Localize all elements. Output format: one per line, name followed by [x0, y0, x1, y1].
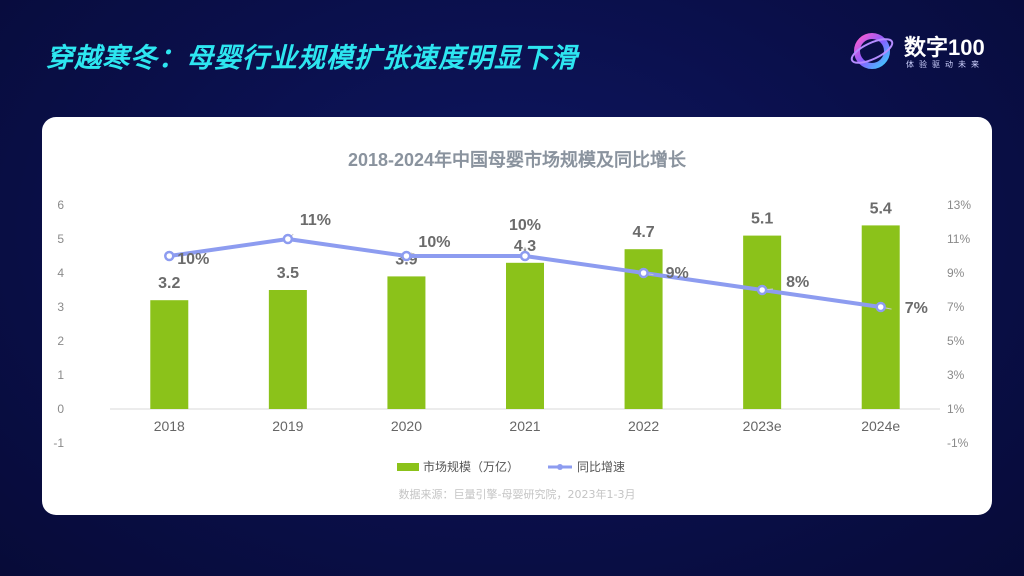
line-data-label: 10%	[509, 217, 541, 234]
growth-rate-point	[875, 301, 886, 313]
legend-item-line[interactable]: 同比增速	[547, 458, 625, 475]
growth-rate-point	[282, 233, 294, 245]
y-right-tick-label: 9%	[947, 266, 965, 280]
x-tick-label: 2023e	[743, 418, 782, 434]
bar-data-label: 5.1	[751, 211, 773, 228]
growth-rate-point	[401, 250, 412, 262]
bar-market-size	[150, 300, 189, 409]
bar-data-label: 3.2	[158, 275, 180, 292]
chart-legend: 市场规模（万亿） 同比增速	[397, 458, 625, 475]
y-left-tick-label: 2	[57, 334, 64, 348]
chart-title: 2018-2024年中国母婴市场规模及同比增长	[347, 150, 687, 170]
y-left-tick-label: 6	[57, 198, 64, 212]
slide-title: 穿越寒冬：母婴行业规模扩张速度明显下滑	[46, 43, 578, 74]
line-data-label: 10%	[418, 234, 450, 251]
x-tick-label: 2018	[154, 418, 185, 434]
bar-market-size	[268, 290, 307, 409]
x-tick-label: 2022	[628, 418, 659, 434]
bar-market-size	[387, 276, 426, 409]
line-data-label: 11%	[300, 212, 331, 229]
line-data-label: 9%	[666, 265, 689, 282]
legend-line-swatch	[548, 463, 573, 470]
y-right-tick-label: -1%	[947, 436, 969, 450]
legend-bar-swatch	[397, 462, 419, 471]
legend-bar-label: 市场规模（万亿）	[423, 460, 520, 474]
y-right-tick-label: 3%	[947, 368, 965, 382]
x-tick-label: 2020	[391, 418, 422, 434]
growth-rate-point	[164, 250, 175, 262]
bar-data-label: 5.4	[870, 200, 892, 217]
legend-line-label: 同比增速	[577, 460, 626, 474]
brand-logo: 数字100 体验驱动未来	[848, 26, 1008, 76]
bar-market-size	[861, 225, 900, 409]
line-data-label: 10%	[177, 251, 209, 268]
bar-data-label: 4.7	[632, 224, 654, 241]
bar-data-label: 3.5	[277, 265, 299, 282]
growth-rate-point	[756, 284, 768, 296]
y-right-tick-label: 13%	[947, 198, 971, 212]
y-right-tick-label: 7%	[947, 300, 965, 314]
y-left-tick-label: 3	[57, 300, 64, 314]
line-data-label: 7%	[905, 300, 928, 317]
y-left-tick-label: 4	[57, 266, 64, 280]
y-left-tick-label: 5	[57, 232, 64, 246]
bar-market-size	[506, 262, 544, 409]
data-source: 数据来源：巨量引擎-母婴研究院，2023年1-3月	[398, 488, 636, 501]
y-right-tick-label: 1%	[947, 402, 965, 416]
growth-rate-point	[519, 250, 531, 262]
line-data-label: 8%	[786, 274, 809, 291]
logo-name: 数字100	[904, 35, 985, 60]
logo-tagline: 体验驱动未来	[906, 60, 984, 69]
growth-rate-point	[638, 267, 649, 279]
y-left-tick-label: 0	[57, 402, 64, 416]
y-left-tick-label: 1	[57, 368, 64, 382]
x-tick-label: 2019	[272, 418, 303, 434]
x-tick-label: 2024e	[861, 418, 900, 434]
bar-market-size	[743, 235, 782, 409]
logo-ring-icon	[850, 33, 894, 69]
y-left-tick-label: -1	[53, 436, 64, 450]
y-right-tick-label: 11%	[947, 232, 970, 246]
combo-chart: -10123456-1%1%3%5%7%9%11%13%3.23.53.94.3…	[53, 198, 971, 450]
bar-data-label: 4.3	[514, 238, 536, 255]
legend-item-bar[interactable]: 市场规模（万亿）	[397, 458, 519, 475]
y-right-tick-label: 5%	[947, 334, 965, 348]
chart-card: -10123456-1%1%3%5%7%9%11%13%3.23.53.94.3…	[42, 117, 992, 515]
x-tick-label: 2021	[509, 418, 540, 434]
